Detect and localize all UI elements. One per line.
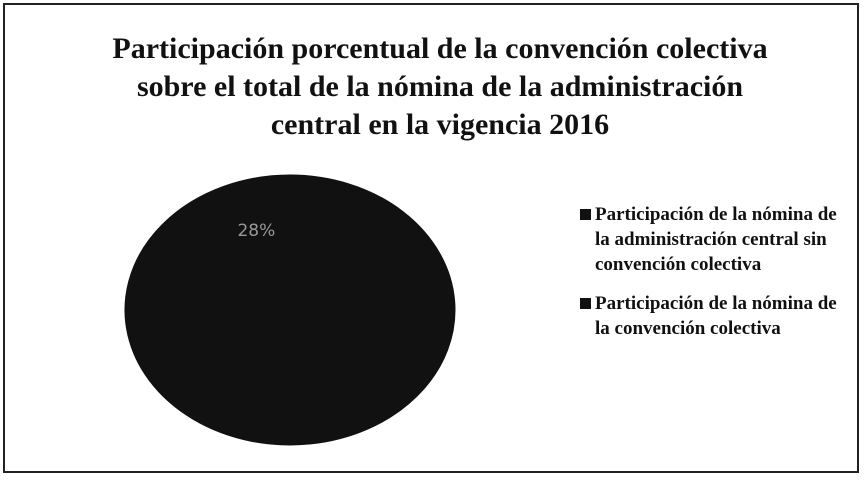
legend-swatch <box>580 209 591 220</box>
legend-label: Participación de la nómina de la convenc… <box>595 293 837 339</box>
legend: Participación de la nómina de la adminis… <box>580 202 840 355</box>
legend-item: Participación de la nómina de la convenc… <box>580 291 840 341</box>
data-label: 28% <box>237 221 275 241</box>
pie-slice <box>127 174 456 446</box>
chart-title: Participación porcentual de la convenció… <box>112 32 768 141</box>
legend-label: Participación de la nómina de la adminis… <box>595 204 837 275</box>
legend-item: Participación de la nómina de la adminis… <box>580 202 840 277</box>
legend-swatch <box>580 298 591 309</box>
chart-frame <box>3 3 859 473</box>
pie-slice <box>124 174 291 336</box>
